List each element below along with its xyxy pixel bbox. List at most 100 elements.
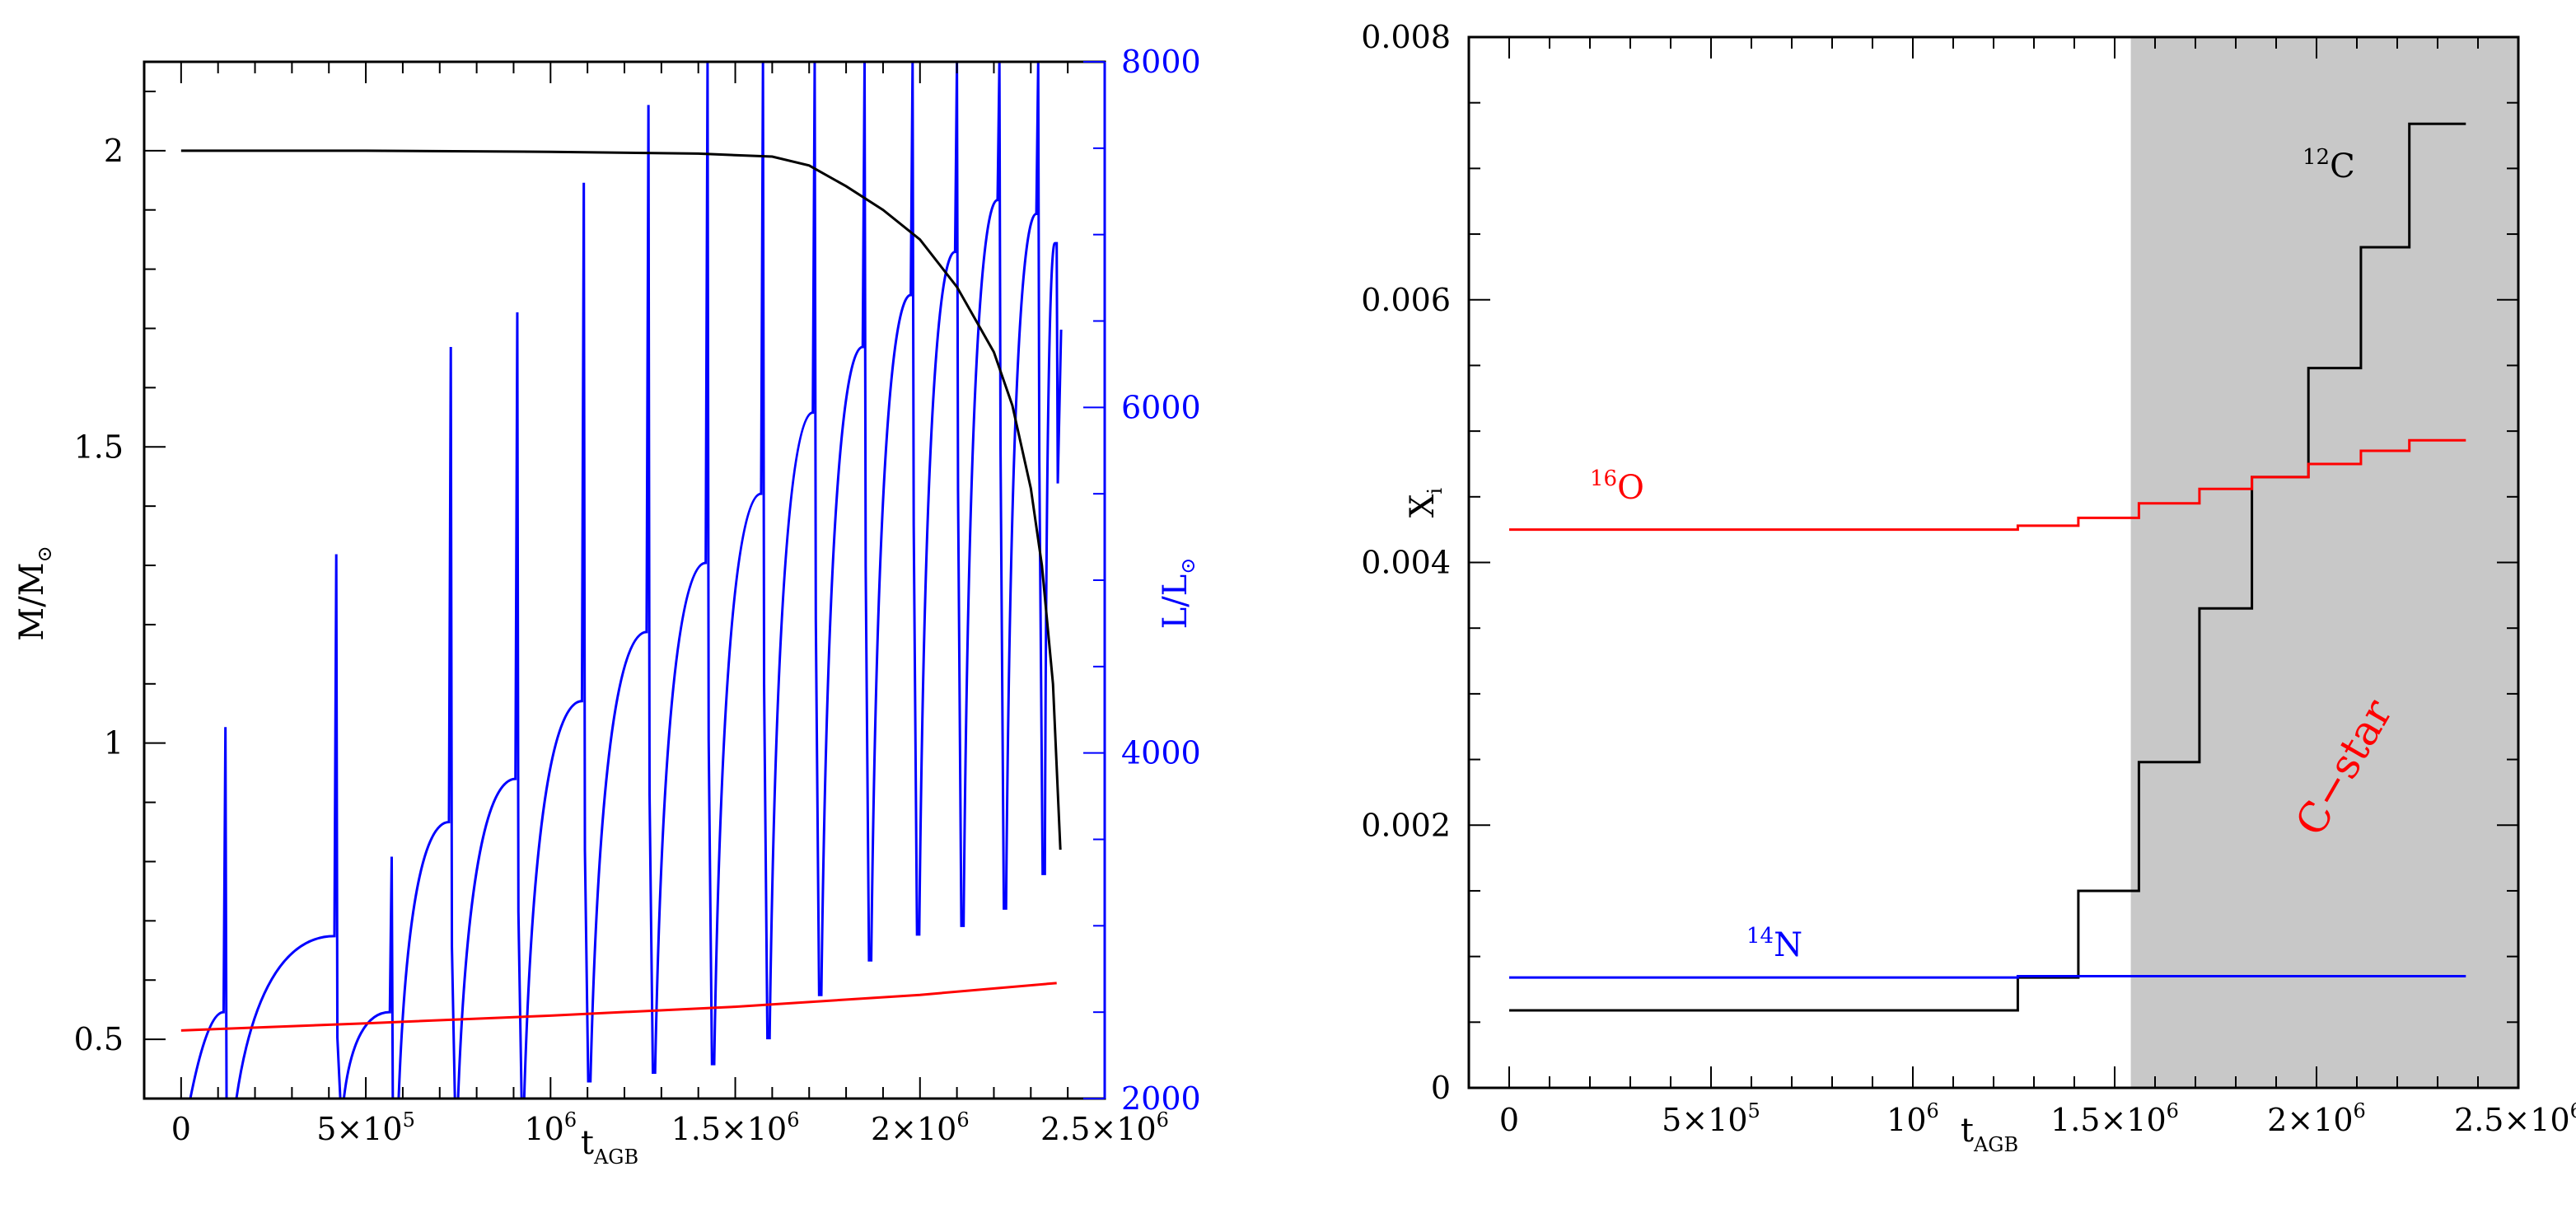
- label-16o-mass: 16: [1590, 466, 1617, 491]
- label-16o: 16O: [1590, 466, 1644, 507]
- left-ticks: [144, 61, 1106, 1099]
- right-x-tick-label: 0: [1499, 1102, 1519, 1138]
- right-x-tick-label-main: 10: [1886, 1102, 1926, 1138]
- right-x-tick-label-sup: 6: [2167, 1099, 2179, 1122]
- left-y-title-sun: ⊙: [33, 546, 56, 562]
- right-x-tick-label-main: 5×10: [1662, 1102, 1747, 1138]
- left-y-tick-label-main: 0.5: [74, 1021, 124, 1057]
- oxygen-16-line: [1509, 438, 2466, 532]
- right-panel-y-tick-label-main: 0.004: [1361, 545, 1451, 581]
- left-x-tick-label: 2×106: [871, 1108, 970, 1147]
- right-panel-y-tick-label-main: 0.006: [1361, 282, 1451, 318]
- left-x-tick-label-main: 1.5×10: [671, 1111, 788, 1147]
- right-panel-y-tick-label-main: 0.008: [1361, 19, 1451, 55]
- right-panel-y-tick-label-main: 0: [1431, 1070, 1451, 1106]
- right-tick-labels: 05×1051061.5×1062×1062.5×10600.0020.0040…: [1361, 19, 2576, 1138]
- left-y-tick-label: 0.5: [74, 1021, 124, 1057]
- right-x-tick-label-sup: 6: [1927, 1099, 1939, 1122]
- right-x-tick-label-main: 2×10: [2267, 1102, 2353, 1138]
- left-x-tick-label-sup: 6: [564, 1108, 577, 1132]
- right-panel-y-title-sub: i: [1424, 488, 1447, 494]
- right-y-title-main: L/L: [1157, 574, 1194, 630]
- right-x-title-main: t: [1961, 1112, 1974, 1150]
- right-x-tick-label-main: 0: [1499, 1102, 1519, 1138]
- left-x-axis-title: tAGB: [581, 1124, 638, 1169]
- left-y-tick-label: 2: [104, 133, 124, 169]
- right-panel-y-tick-label: 0.008: [1361, 19, 1451, 55]
- left-x-title-sub: AGB: [593, 1146, 638, 1169]
- left-y-tick-label-main: 2: [104, 133, 124, 169]
- right-panel-y-tick-label-main: 0.002: [1361, 807, 1451, 843]
- left-x-tick-label: 0: [171, 1111, 191, 1147]
- label-14n-elem: N: [1774, 926, 1802, 964]
- left-x-tick-label-sup: 6: [956, 1108, 969, 1132]
- right-x-tick-label-sup: 6: [2570, 1099, 2576, 1122]
- left-x-tick-label: 2.5×106: [1040, 1108, 1169, 1147]
- core-mass-line: [180, 982, 1057, 1032]
- right-panel-y-axis-title: Xi: [1404, 488, 1447, 518]
- right-y-tick-label: 2000: [1121, 1080, 1201, 1117]
- label-12c-elem: C: [2330, 148, 2355, 185]
- right-x-tick-label: 5×105: [1662, 1099, 1760, 1138]
- left-x-tick-label-main: 5×10: [316, 1111, 402, 1147]
- left-x-tick-label: 106: [524, 1108, 577, 1147]
- right-panel-y-title-main: X: [1404, 494, 1442, 518]
- left-x-tick-label-main: 0: [171, 1111, 191, 1147]
- left-y-axis-title: M/M⊙: [13, 546, 56, 641]
- right-x-tick-label: 2.5×106: [2454, 1099, 2576, 1138]
- label-12c: 12C: [2303, 145, 2355, 185]
- right-x-tick-label-sup: 6: [2354, 1099, 2366, 1122]
- left-y-tick-label: 1: [104, 725, 124, 761]
- right-x-tick-label-sup: 5: [1748, 1099, 1760, 1122]
- left-x-tick-label-sup: 6: [787, 1108, 799, 1132]
- right-panel-y-tick-label: 0: [1431, 1070, 1451, 1106]
- right-x-tick-label: 2×106: [2267, 1099, 2366, 1138]
- left-x-tick-label: 1.5×106: [671, 1108, 800, 1147]
- right-y-tick-label: 4000: [1121, 735, 1201, 771]
- left-panel: 0 5×105 106 1.5×106 2×106 2.5×1060.511.522000…: [13, 44, 1201, 1169]
- right-x-tick-label-main: 1.5×10: [2050, 1102, 2167, 1138]
- right-y-tick-label-main: 6000: [1121, 389, 1201, 425]
- left-x-tick-label-sup: 5: [403, 1108, 415, 1132]
- label-16o-elem: O: [1617, 469, 1644, 507]
- right-x-tick-label: 106: [1886, 1099, 1939, 1138]
- left-y-tick-label: 1.5: [74, 429, 124, 465]
- right-y-tick-label-main: 2000: [1121, 1080, 1201, 1117]
- right-y-tick-label: 8000: [1121, 44, 1201, 80]
- right-plot-area: [1509, 37, 2518, 1088]
- left-x-tick-label-main: 2.5×10: [1040, 1111, 1157, 1147]
- right-y-tick-label-main: 8000: [1121, 44, 1201, 80]
- right-panel: 05×1051061.5×1062×1062.5×10600.0020.0040…: [1361, 19, 2576, 1156]
- right-panel-y-tick-label: 0.006: [1361, 282, 1451, 318]
- total-mass-line: [180, 149, 1062, 850]
- left-x-tick-label-main: 10: [524, 1111, 563, 1147]
- left-x-tick-label-sup: 6: [1157, 1108, 1169, 1132]
- right-y-tick-label-main: 4000: [1121, 735, 1201, 771]
- right-x-tick-label-main: 2.5×10: [2454, 1102, 2570, 1138]
- left-y-title-main: M/M: [13, 562, 51, 640]
- right-y-title-sun: ⊙: [1176, 558, 1199, 574]
- right-y-axis-title: L/L⊙: [1157, 558, 1199, 630]
- label-14n: 14N: [1746, 924, 1802, 964]
- right-x-title-sub: AGB: [1973, 1133, 2018, 1156]
- label-12c-mass: 12: [2303, 145, 2330, 170]
- left-x-tick-label: 5×105: [316, 1108, 415, 1147]
- luminosity-line: [189, 62, 1063, 1099]
- left-y-tick-label-main: 1.5: [74, 429, 124, 465]
- right-panel-y-tick-label: 0.002: [1361, 807, 1451, 843]
- left-plot-area: [180, 62, 1063, 1099]
- right-ticks: [1469, 36, 2519, 1089]
- label-14n-mass: 14: [1746, 924, 1774, 949]
- left-x-title-main: t: [581, 1124, 594, 1162]
- right-panel-y-tick-label: 0.004: [1361, 545, 1451, 581]
- nitrogen-14-line: [1509, 975, 2466, 979]
- left-x-tick-label-main: 2×10: [871, 1111, 956, 1147]
- right-y-tick-label: 6000: [1121, 389, 1201, 425]
- left-tick-labels: 0 5×105 106 1.5×106 2×106 2.5×1060.511.522000…: [74, 44, 1201, 1147]
- c-star-region: [2130, 37, 2518, 1088]
- carbon-12-line: [1509, 122, 2466, 1012]
- right-x-tick-label: 1.5×106: [2050, 1099, 2179, 1138]
- right-x-axis-title: tAGB: [1961, 1112, 2018, 1156]
- left-y-tick-label-main: 1: [104, 725, 124, 761]
